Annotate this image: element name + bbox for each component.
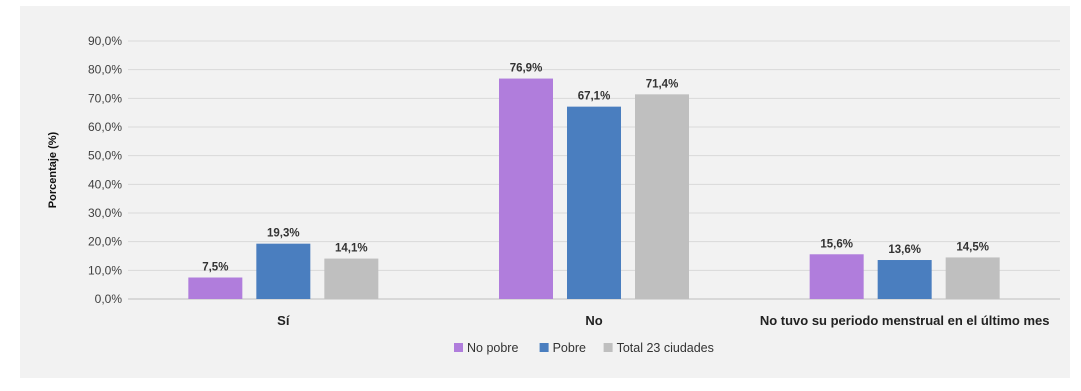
bar-chart: 0,0% 10,0% 20,0% 30,0% 40,0% 50,0% 60,0% 70,0% 8… [47, 34, 1060, 355]
bars [188, 78, 1000, 299]
data-label: 67,1% [578, 91, 611, 103]
legend-swatch [539, 343, 549, 352]
legend-label: No pobre [467, 341, 518, 355]
data-label: 19,3% [267, 228, 300, 240]
data-label: 15,6% [820, 238, 853, 250]
chart-panel: 0,0% 10,0% 20,0% 30,0% 40,0% 50,0% 60,0% 70,0% 8… [20, 6, 1070, 378]
bar-no-pobre [809, 254, 864, 299]
bar-pobre [877, 260, 932, 299]
bar-no-pobre [188, 277, 243, 299]
legend-label: Pobre [553, 341, 586, 355]
bar-total-23-ciudades [945, 257, 1000, 299]
y-tick-label: 10,0% [88, 263, 122, 277]
legend-swatch [454, 343, 463, 352]
bar-total-23-ciudades [635, 94, 689, 299]
legend-label: Total 23 ciudades [617, 341, 714, 355]
y-tick-label: 50,0% [88, 149, 122, 163]
data-label: 71,4% [646, 78, 679, 90]
y-axis-ticks: 0,0% 10,0% 20,0% 30,0% 40,0% 50,0% 60,0% 70,0% 8… [88, 34, 122, 306]
y-tick-label: 0,0% [95, 292, 123, 306]
category-label: No tuvo su periodo menstrual en el últim… [760, 313, 1050, 328]
y-axis-label: Porcentaje (%) [47, 131, 59, 208]
data-label: 76,9% [510, 63, 543, 75]
category-label: Sí [277, 313, 290, 328]
y-tick-label: 60,0% [88, 120, 122, 134]
data-labels: 7,5% 19,3% 14,1% 76,9% 67,1% 71,4% 15,6% 13,6% 1… [202, 63, 989, 274]
y-tick-label: 90,0% [88, 34, 122, 48]
data-label: 13,6% [888, 244, 921, 256]
data-label: 14,1% [335, 243, 368, 255]
category-label: No [585, 313, 602, 328]
bar-pobre [256, 243, 311, 299]
legend-swatch [603, 343, 613, 352]
legend: No pobre Pobre Total 23 ciudades [454, 341, 714, 355]
bar-total-23-ciudades [324, 258, 379, 299]
y-tick-label: 40,0% [88, 177, 122, 191]
category-labels: Sí No No tuvo su periodo menstrual en el ú… [277, 313, 1049, 328]
bar-pobre [567, 106, 621, 299]
y-tick-label: 20,0% [88, 235, 122, 249]
y-tick-label: 70,0% [88, 91, 122, 105]
data-label: 7,5% [202, 262, 228, 274]
y-tick-label: 30,0% [88, 206, 122, 220]
y-tick-label: 80,0% [88, 63, 122, 77]
bar-no-pobre [499, 78, 553, 299]
data-label: 14,5% [956, 241, 989, 253]
